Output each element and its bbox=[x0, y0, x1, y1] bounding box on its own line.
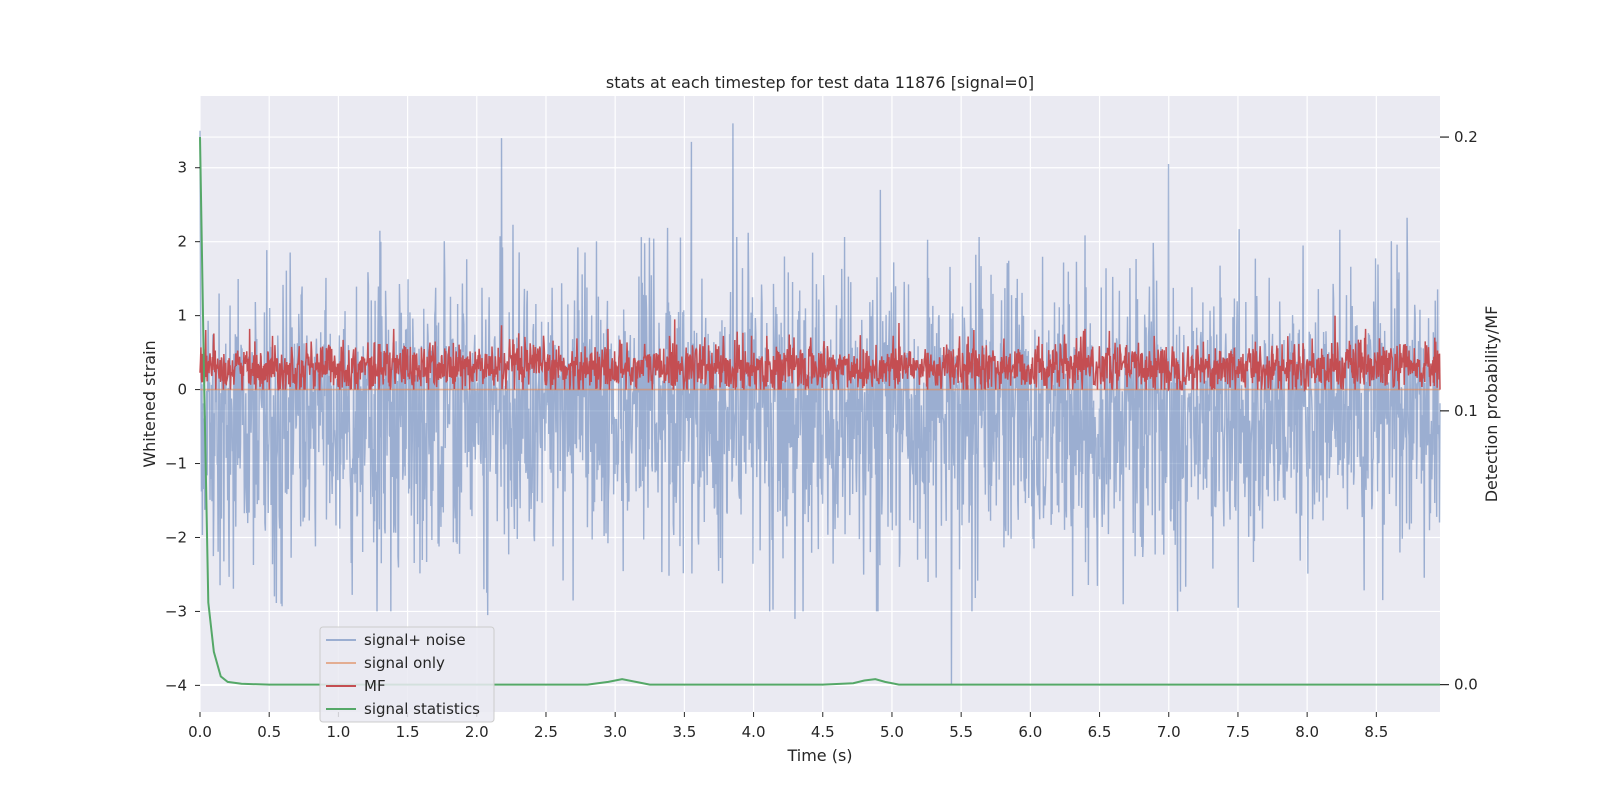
x-tick-label: 2.0 bbox=[465, 723, 489, 741]
y-tick-label: −3 bbox=[165, 602, 187, 620]
x-tick-label: 3.0 bbox=[603, 723, 627, 741]
y-tick-label: −2 bbox=[165, 528, 187, 546]
x-tick-label: 3.5 bbox=[672, 723, 696, 741]
y-tick-label: −1 bbox=[165, 455, 187, 473]
x-tick-label: 7.0 bbox=[1157, 723, 1181, 741]
x-tick-label: 1.5 bbox=[396, 723, 420, 741]
y2-tick-label: 0.2 bbox=[1454, 128, 1478, 146]
legend: signal+ noise signal only MF signal statist… bbox=[319, 626, 495, 723]
x-tick-label: 1.0 bbox=[326, 723, 350, 741]
y-tick-label: 2 bbox=[177, 233, 187, 251]
series-signal-noise-line bbox=[199, 123, 1441, 686]
y-tick-label: 0 bbox=[177, 381, 187, 399]
y2-axis-label: Detection probability/MF bbox=[1482, 306, 1501, 503]
x-tick-label: 6.0 bbox=[1018, 723, 1042, 741]
x-tick-label: 4.5 bbox=[811, 723, 835, 741]
y-tick-label: 3 bbox=[177, 159, 187, 177]
x-tick-label: 8.5 bbox=[1364, 723, 1388, 741]
y-axis-label: Whitened strain bbox=[140, 340, 159, 467]
x-tick-label: 2.5 bbox=[534, 723, 558, 741]
y2-tick-label: 0.1 bbox=[1454, 402, 1478, 420]
x-tick-label: 4.0 bbox=[742, 723, 766, 741]
legend-label: signal statistics bbox=[364, 700, 480, 718]
x-axis-label: Time (s) bbox=[786, 746, 852, 765]
x-tick-label: 5.5 bbox=[949, 723, 973, 741]
y-tick-label: −4 bbox=[165, 676, 187, 694]
x-tick-label: 0.0 bbox=[188, 723, 212, 741]
y2-tick-label: 0.0 bbox=[1454, 676, 1478, 694]
legend-label: signal+ noise bbox=[364, 631, 466, 649]
chart-title: stats at each timestep for test data 118… bbox=[606, 73, 1034, 92]
x-tick-label: 5.0 bbox=[880, 723, 904, 741]
legend-label: signal only bbox=[364, 654, 445, 672]
x-tick-label: 7.5 bbox=[1226, 723, 1250, 741]
x-tick-label: 8.0 bbox=[1295, 723, 1319, 741]
y-tick-label: 1 bbox=[177, 307, 187, 325]
x-tick-label: 0.5 bbox=[257, 723, 281, 741]
x-tick-label: 6.5 bbox=[1088, 723, 1112, 741]
legend-box bbox=[319, 626, 495, 723]
series-signal-statistics-line bbox=[199, 137, 1440, 686]
series-mf-line bbox=[199, 315, 1441, 393]
legend-label: MF bbox=[364, 677, 386, 695]
